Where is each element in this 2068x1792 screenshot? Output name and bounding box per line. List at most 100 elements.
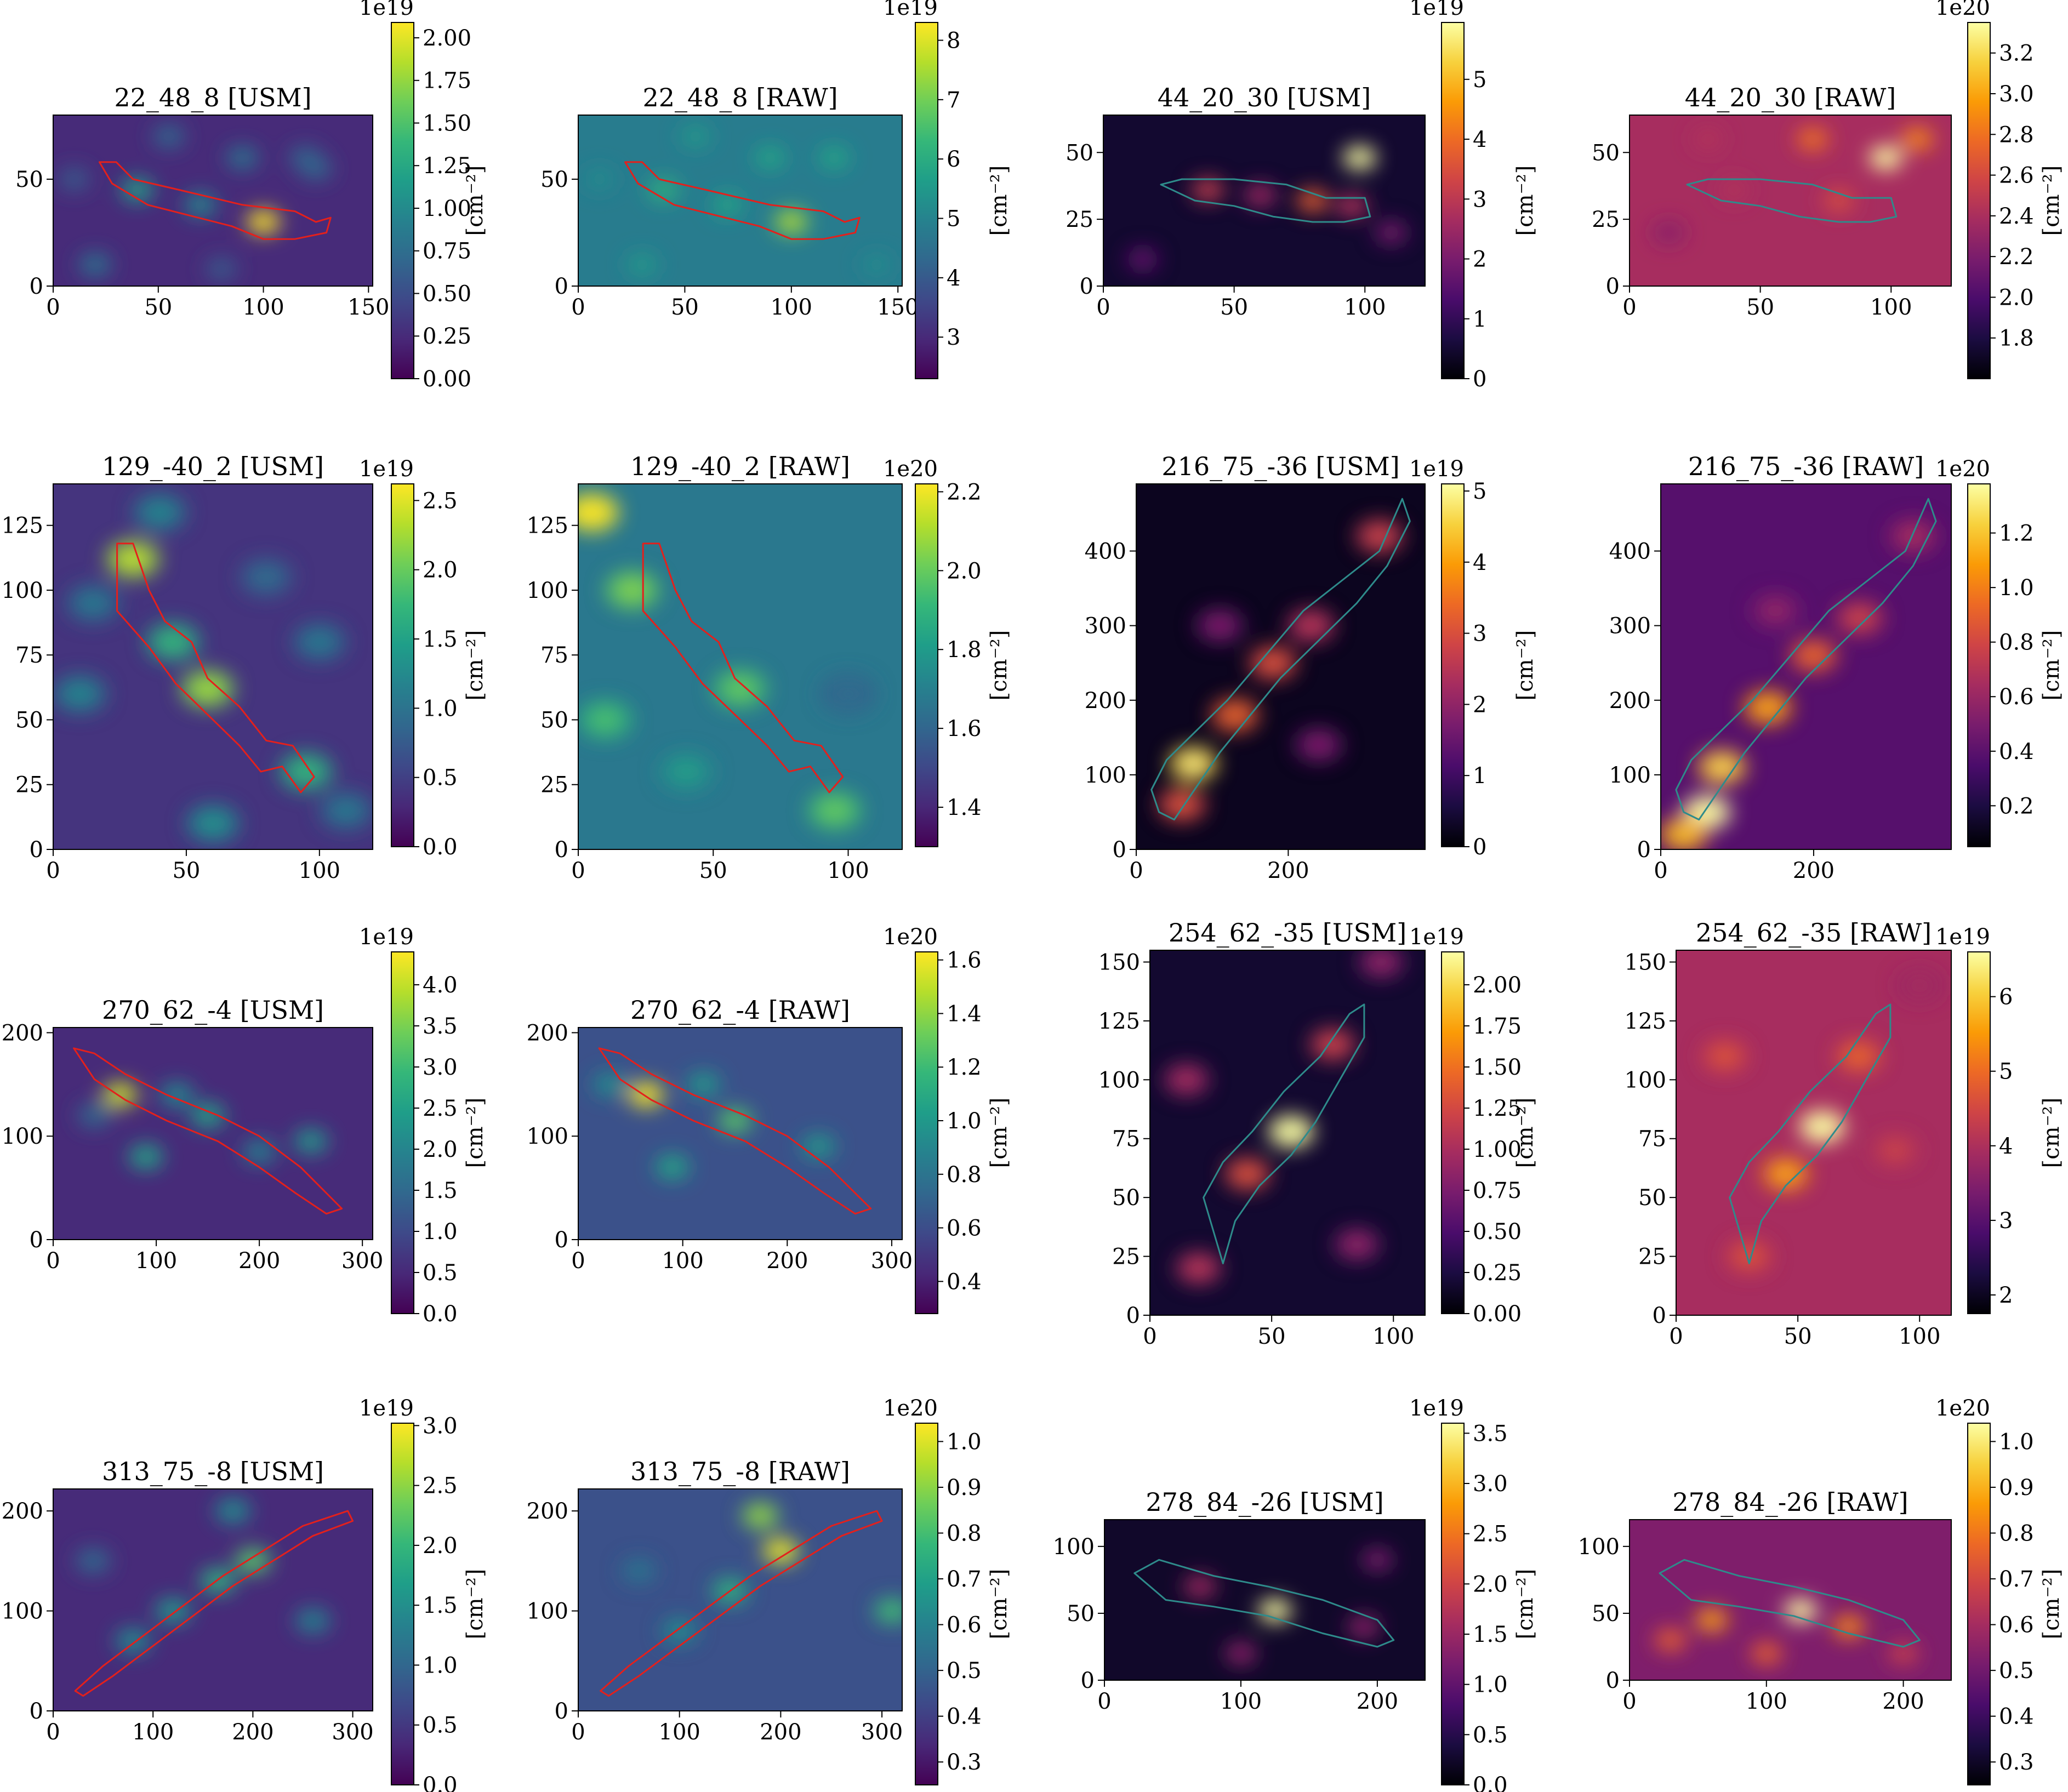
colorbar-tick-label: 0.3 xyxy=(947,1750,982,1775)
axes-frame xyxy=(53,483,373,850)
colorbar-tick-label: 0.5 xyxy=(1999,1658,2034,1683)
colorbar-tick-label: 0.0 xyxy=(423,1302,458,1327)
panel-title: 22_48_8 [USM] xyxy=(114,83,311,112)
y-tick-label: 100 xyxy=(1053,1534,1095,1560)
colorbar-tick-label: 0.6 xyxy=(947,1613,982,1638)
colorbar-tick-label: 2.2 xyxy=(947,480,982,505)
emission-core xyxy=(1696,804,1717,820)
emission-core xyxy=(1841,1621,1856,1633)
y-tick-label: 25 xyxy=(1066,207,1093,232)
colorbar-tick-label: 2.0 xyxy=(1999,285,2034,310)
x-tick-label: 0 xyxy=(46,1720,60,1745)
colorbar-tick-label: 0.50 xyxy=(1473,1219,1522,1245)
emission-core xyxy=(1308,737,1329,753)
colorbar-tick-label: 1.50 xyxy=(423,111,471,136)
emission-core xyxy=(1714,1048,1735,1064)
y-tick-label: 75 xyxy=(1638,1127,1666,1152)
colorbar: 1.4 1.6 1.8 2.0 2.2 1e20 [cm⁻²] xyxy=(883,456,1012,847)
y-tick-label: 125 xyxy=(2,513,43,539)
axes-frame xyxy=(1104,1519,1426,1681)
colorbar: 0.3 0.4 0.5 0.6 0.7 0.8 0.9 1.0 1e20 [cm⁻²] xyxy=(1935,1396,2064,1785)
x-tick-label: 200 xyxy=(1357,1689,1398,1714)
panel-title: 270_62_-4 [USM] xyxy=(102,995,324,1025)
y-tick-label: 75 xyxy=(15,643,43,668)
y-tick-label: 50 xyxy=(1066,140,1093,165)
emission-core xyxy=(81,594,105,612)
filament-contour xyxy=(1729,1003,1892,1264)
emission-core xyxy=(1237,1166,1257,1182)
filament-contour xyxy=(73,1047,343,1215)
heatmap-image xyxy=(578,1489,902,1711)
y-tick-label: 0 xyxy=(555,1699,568,1724)
colorbar-tick-label: 2.5 xyxy=(423,488,458,513)
emission-core xyxy=(592,174,607,185)
y-tick-label: 0 xyxy=(555,1228,568,1253)
x-tick-label: 0 xyxy=(1129,858,1143,883)
colorbar-tick-label: 2.0 xyxy=(423,1137,458,1162)
y-tick-label: 200 xyxy=(2,1499,43,1524)
x-tick-label: 0 xyxy=(1654,858,1667,883)
y-tick-label: 100 xyxy=(527,1599,568,1624)
filament-contour xyxy=(1686,178,1898,223)
colorbar-tick-label: 0.0 xyxy=(423,1773,458,1792)
emission-core xyxy=(305,1614,321,1627)
colorbar-gradient xyxy=(391,1423,414,1785)
y-tick-label: 50 xyxy=(1592,1601,1620,1627)
colorbar-tick-label: 7 xyxy=(947,88,960,113)
emission-core xyxy=(1233,1648,1249,1659)
panel-2: 22_48_8 [RAW] 0 50 100 150 0 50 3 4 5 6 7 8 1e19 [cm⁻²… xyxy=(540,0,1012,379)
colorbar-tick-label: 2 xyxy=(1473,692,1486,717)
emission-core xyxy=(214,263,229,275)
emission-core xyxy=(664,1161,680,1173)
colorbar-tick-label: 0.8 xyxy=(1999,630,2034,655)
colorbar-tick-label: 1.6 xyxy=(947,716,982,741)
emission-core xyxy=(1262,655,1284,671)
colorbar-tick-label: 4 xyxy=(1473,550,1486,575)
panel-14: 313_75_-8 [RAW]0 100 200 30001002000.30.40.… xyxy=(527,1396,1012,1785)
emission-core xyxy=(1371,954,1392,970)
colorbar-exponent: 1e19 xyxy=(359,1396,414,1421)
x-tick-label: 100 xyxy=(827,858,869,883)
emission-core xyxy=(602,1078,618,1091)
colorbar-tick-label: 2.2 xyxy=(1999,244,2034,270)
colorbar-tick-label: 1.8 xyxy=(1999,326,2034,351)
axes-frame xyxy=(1660,483,1952,850)
y-tick-label: 0 xyxy=(1081,1668,1095,1693)
colorbar-tick-label: 5 xyxy=(947,207,960,232)
filament-contour xyxy=(98,161,332,240)
emission-core xyxy=(1902,528,1924,544)
colorbar-exponent: 1e20 xyxy=(883,456,938,482)
heatmap-background xyxy=(53,484,373,849)
y-tick-label: 0 xyxy=(30,1228,43,1253)
colorbar-tick-label: 0.9 xyxy=(947,1475,982,1500)
colorbar-tick-label: 4.0 xyxy=(423,973,458,998)
colorbar-gradient xyxy=(1967,951,1991,1314)
y-tick-label: 25 xyxy=(540,773,568,798)
panel-title: 44_20_30 [RAW] xyxy=(1685,83,1896,112)
emission-core xyxy=(1812,1119,1832,1134)
colorbar-unit-label: [cm⁻²] xyxy=(463,630,488,701)
colorbar-tick-label: 1.0 xyxy=(423,1653,458,1678)
emission-core xyxy=(1209,618,1230,634)
colorbar-unit-label: [cm⁻²] xyxy=(1513,630,1538,701)
y-tick-label: 50 xyxy=(1592,140,1620,165)
x-tick-label: 150 xyxy=(877,295,919,320)
filament-contour xyxy=(116,543,315,794)
y-tick-label: 0 xyxy=(30,1699,43,1724)
x-tick-label: 300 xyxy=(332,1720,373,1745)
emission-core xyxy=(674,763,698,781)
colorbar-tick-label: 3 xyxy=(947,325,960,350)
y-tick-label: 50 xyxy=(1112,1185,1140,1211)
emission-core xyxy=(1727,184,1742,196)
colorbar-unit-label: [cm⁻²] xyxy=(987,1098,1012,1168)
colorbar: 0.0 0.5 1.0 1.5 2.0 2.5 3.0 1e19 [cm⁻²] xyxy=(359,1396,488,1792)
emission-core xyxy=(1253,190,1268,201)
emission-core xyxy=(196,680,219,698)
colorbar-tick-label: 1.8 xyxy=(947,637,982,663)
y-tick-label: 25 xyxy=(15,773,43,798)
colorbar-tick-label: 3 xyxy=(1473,187,1486,212)
emission-core xyxy=(884,1605,901,1617)
emission-core xyxy=(1910,978,1930,994)
x-tick-label: 200 xyxy=(232,1720,274,1745)
colorbar-tick-label: 1.4 xyxy=(947,1001,982,1026)
